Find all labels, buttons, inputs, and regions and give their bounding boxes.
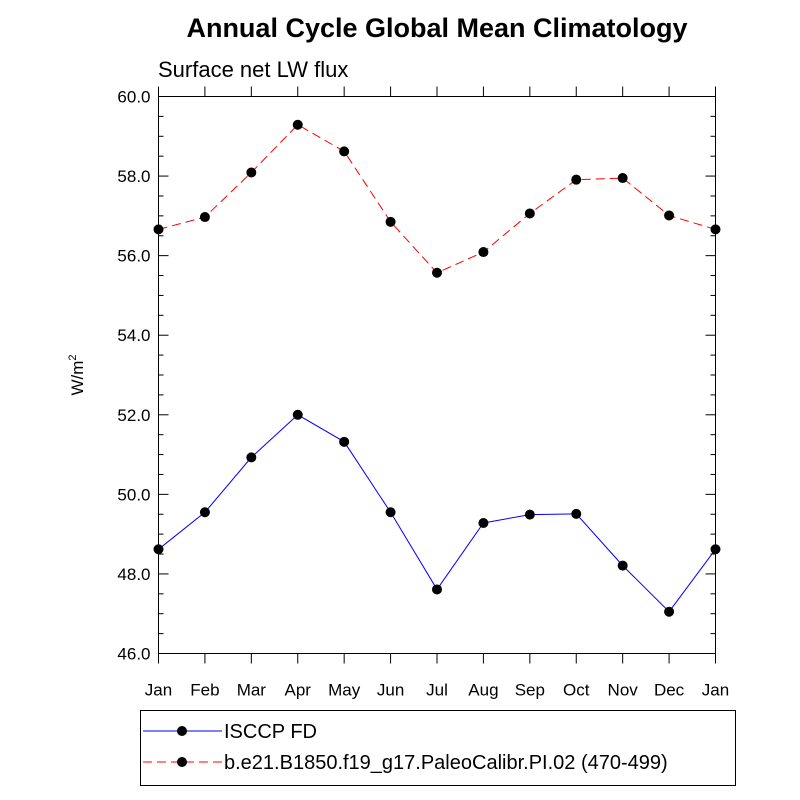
x-tick-label: Oct <box>563 681 590 700</box>
legend-entry: b.e21.B1850.f19_g17.PaleoCalibr.PI.02 (4… <box>143 752 668 774</box>
legend-label: ISCCP FD <box>224 721 317 743</box>
data-point <box>524 509 535 520</box>
data-point <box>617 173 628 184</box>
series-line <box>158 124 716 274</box>
data-point <box>292 409 303 420</box>
data-point <box>710 544 721 555</box>
y-axis-label-text: W/m <box>68 361 87 396</box>
x-tick-label: Jun <box>377 681 404 700</box>
x-tick-label: Jul <box>426 681 448 700</box>
data-point <box>339 436 350 447</box>
series-line <box>158 414 716 613</box>
x-tick-label: Apr <box>285 681 312 700</box>
series-2 <box>153 119 721 278</box>
x-tick-label: Dec <box>654 681 685 700</box>
y-axis-label-superscript: 2 <box>67 354 79 360</box>
x-tick-label: Aug <box>468 681 498 700</box>
x-tick-label: Mar <box>237 681 267 700</box>
ticks-layer <box>158 86 716 664</box>
legend: ISCCP FD b.e21.B1850.f19_g17.PaleoCalibr.… <box>140 710 736 786</box>
legend-marker <box>177 726 187 736</box>
data-point <box>153 544 164 555</box>
y-tick-label: 46.0 <box>117 645 150 664</box>
tick-labels-layer: 46.0 48.0 50.0 52.0 54.0 56.0 58.0 60.0 Jan Feb Ma… <box>117 88 729 700</box>
y-tick-label: 48.0 <box>117 565 150 584</box>
data-point <box>432 267 442 278</box>
data-point <box>478 518 489 529</box>
legend-entries: ISCCP FD b.e21.B1850.f19_g17.PaleoCalibr.… <box>143 721 668 774</box>
y-tick-label: 60.0 <box>117 88 150 107</box>
plot-frame <box>158 96 716 654</box>
y-tick-label: 50.0 <box>117 485 150 504</box>
series-layer <box>153 119 721 617</box>
data-point <box>432 584 442 595</box>
data-point <box>571 174 582 185</box>
legend-entry: ISCCP FD <box>143 721 317 743</box>
data-point <box>292 119 303 130</box>
x-tick-label: Jan <box>702 681 729 700</box>
data-point <box>199 212 210 223</box>
x-tick-label: Nov <box>608 681 639 700</box>
data-point <box>153 224 164 235</box>
legend-label: b.e21.B1850.f19_g17.PaleoCalibr.PI.02 (4… <box>224 752 668 774</box>
data-point <box>385 507 396 518</box>
data-point <box>246 452 257 463</box>
series-1 <box>153 409 721 617</box>
data-point <box>617 560 628 571</box>
plot-area: 46.0 48.0 50.0 52.0 54.0 56.0 58.0 60.0 Jan Feb Ma… <box>117 86 729 700</box>
data-point <box>246 167 257 178</box>
data-point <box>199 507 210 518</box>
chart-subtitle: Surface net LW flux <box>158 57 348 82</box>
data-point <box>664 606 675 617</box>
chart-title: Annual Cycle Global Mean Climatology <box>186 13 687 43</box>
y-tick-label: 54.0 <box>117 326 150 345</box>
x-tick-label: Sep <box>515 681 545 700</box>
y-axis-label: W/m2 <box>67 354 87 395</box>
y-tick-label: 58.0 <box>117 167 150 186</box>
legend-marker <box>177 757 187 767</box>
data-point <box>710 224 721 235</box>
data-point <box>571 508 582 519</box>
data-point <box>524 208 535 219</box>
data-point <box>339 146 350 157</box>
x-tick-label: Feb <box>190 681 219 700</box>
x-tick-label: Jan <box>145 681 172 700</box>
x-tick-label: May <box>328 681 361 700</box>
y-tick-label: 52.0 <box>117 406 150 425</box>
y-tick-label: 56.0 <box>117 247 150 266</box>
data-point <box>478 247 489 258</box>
data-point <box>385 216 396 227</box>
data-point <box>664 210 675 221</box>
legend-box <box>140 710 736 786</box>
